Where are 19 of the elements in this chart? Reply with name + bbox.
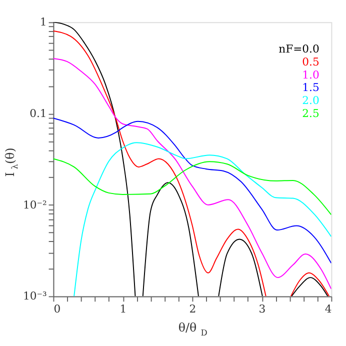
line-series — [53, 158, 332, 216]
y-axis-title: Iλ(θ) — [2, 148, 20, 177]
text: nF=0.0 — [278, 42, 320, 56]
text: 2.0 — [302, 94, 320, 107]
x-tick-label: 1 — [120, 302, 127, 316]
x-tick-label: 4 — [324, 302, 332, 316]
line-series — [53, 118, 332, 264]
y-tick-label: 0.1 — [30, 106, 47, 120]
y-tick-label: 1 — [40, 16, 47, 29]
line-series — [74, 142, 332, 296]
text: 1.5 — [302, 81, 320, 94]
x-tick-label: 2 — [189, 302, 196, 316]
text: 2.5 — [302, 106, 320, 120]
y-tick-label: 10⁻³ — [22, 290, 47, 303]
text: 1.0 — [302, 68, 320, 82]
y-tick-label: 10⁻² — [22, 198, 47, 212]
x-tick-label: 3 — [258, 302, 266, 316]
x-tick-label: 0 — [54, 302, 61, 316]
text: 0.5 — [302, 56, 320, 69]
